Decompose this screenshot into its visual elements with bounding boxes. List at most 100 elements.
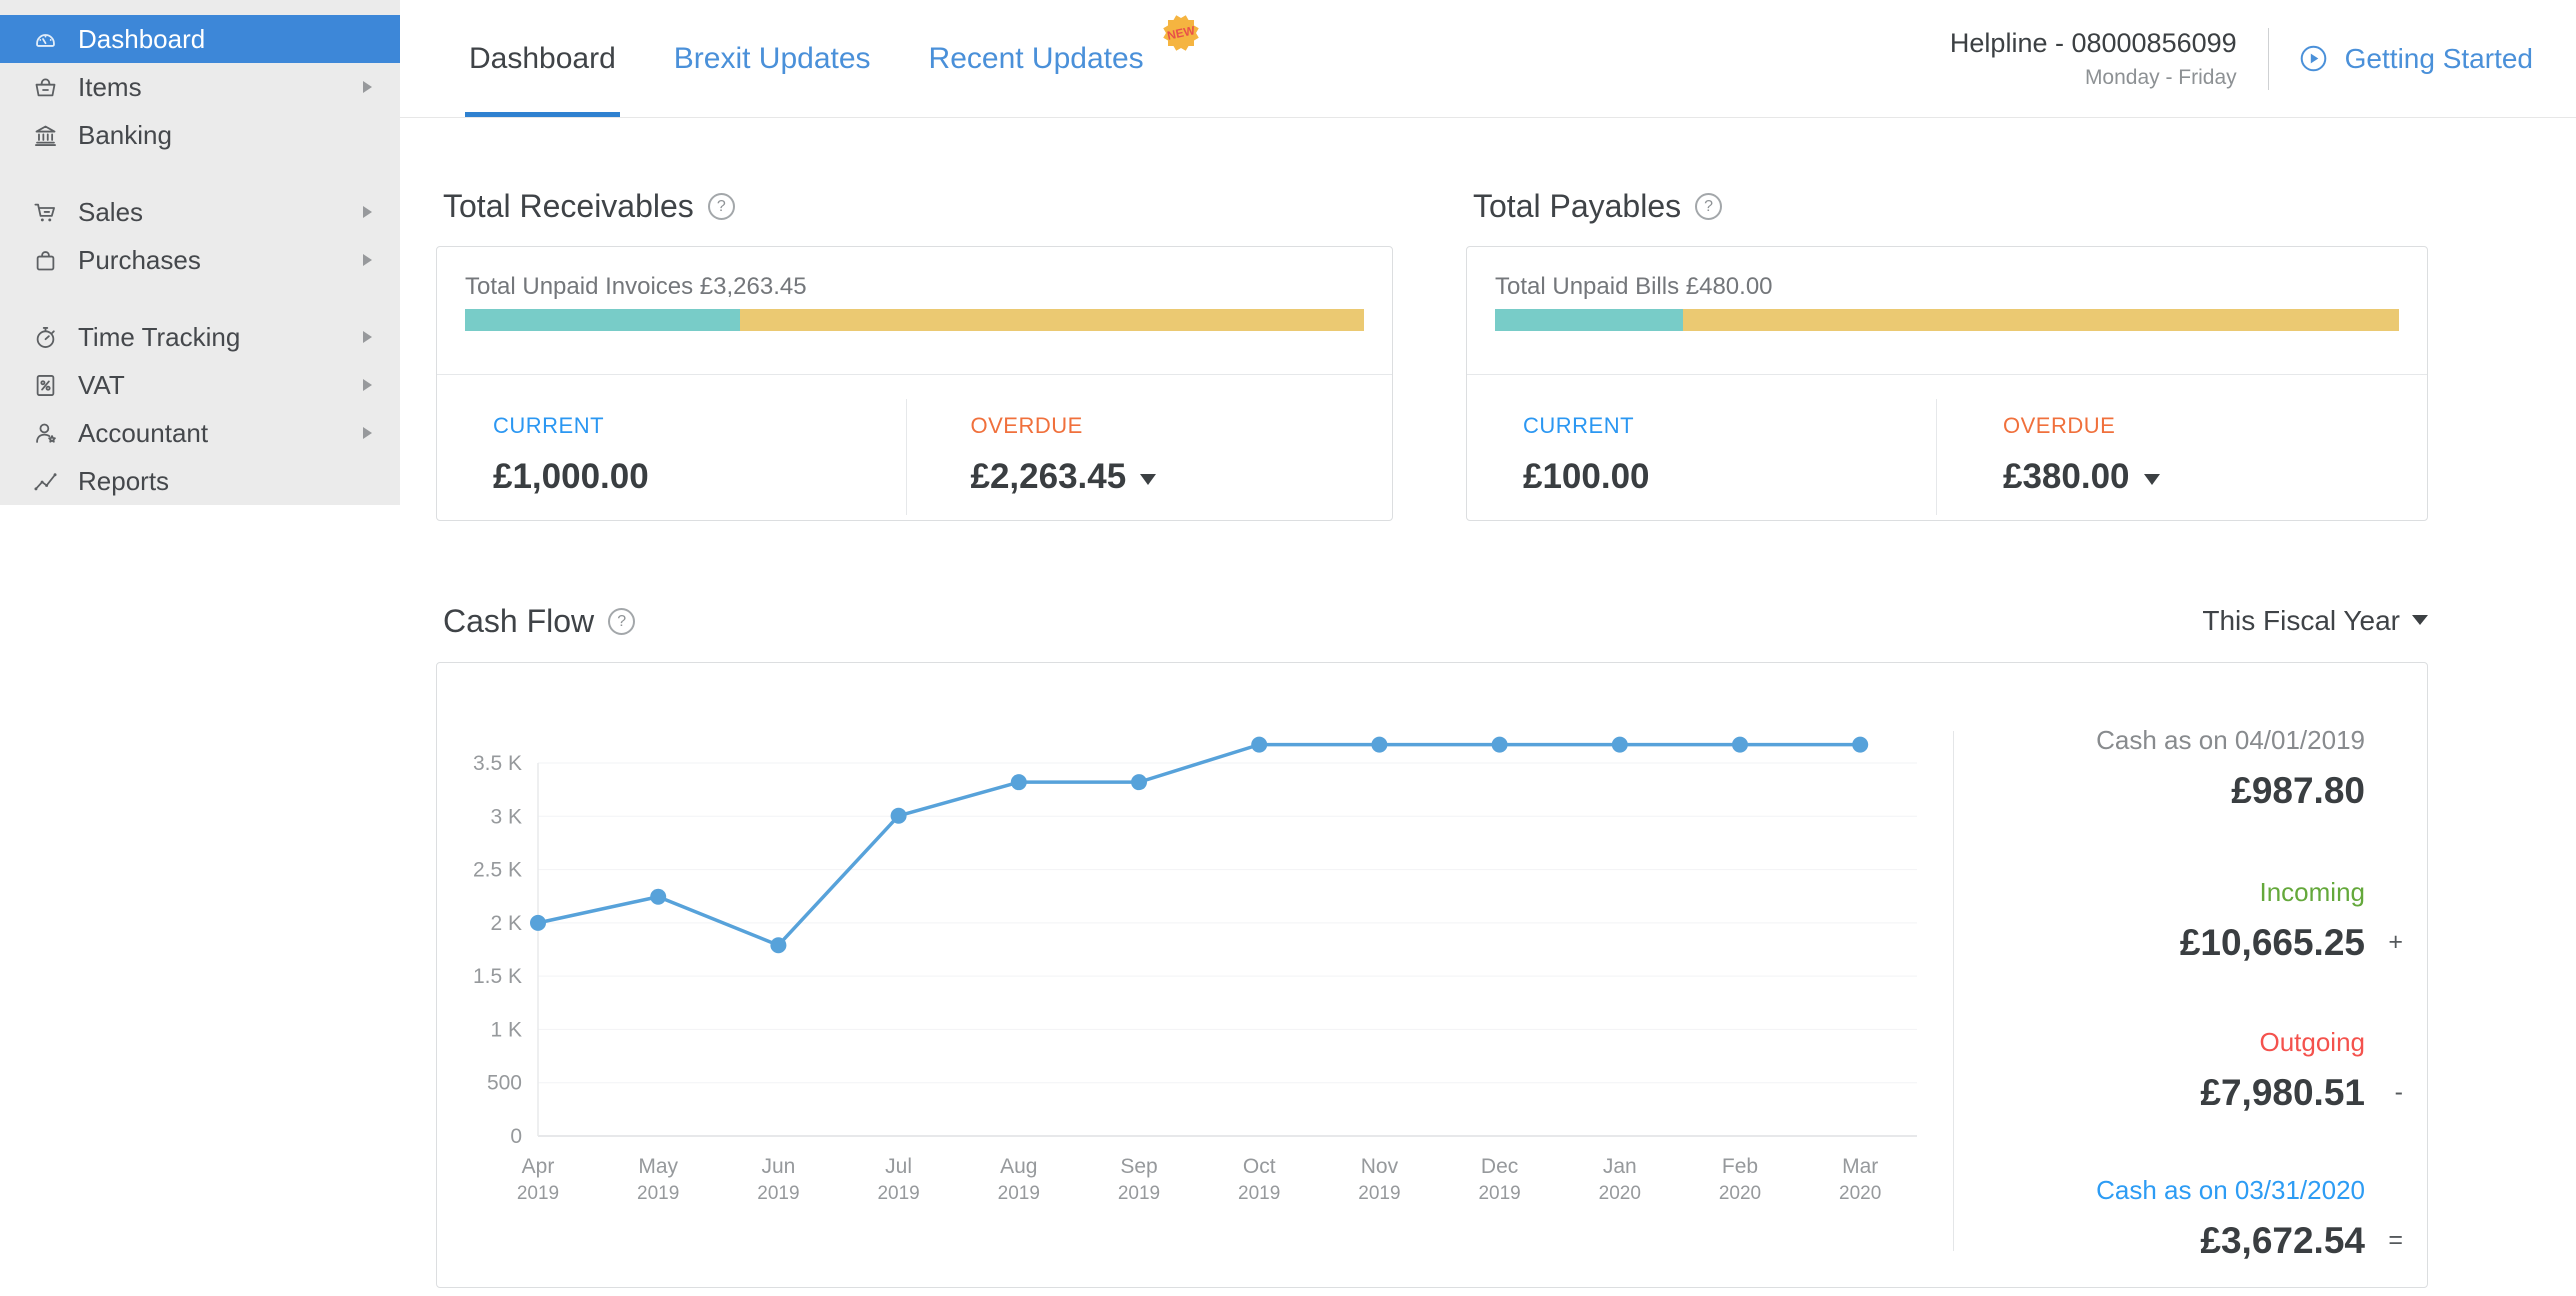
overdue-segment xyxy=(1683,309,2399,331)
summary-label: Cash as on 03/31/2020 xyxy=(2096,1175,2365,1205)
overdue-amount-dropdown[interactable]: £2,263.45 xyxy=(971,457,1393,497)
summary-entry-cash-as-on-04-01-2019: Cash as on 04/01/2019 £987.80 xyxy=(2096,725,2365,812)
tab-recent-updates[interactable]: Recent Updates NEW xyxy=(929,0,1199,117)
chart-point-apr-2019[interactable] xyxy=(530,914,546,931)
sidebar: Dashboard Items Banking Sales Purchases Time … xyxy=(0,0,400,505)
y-axis-tick: 1.5 K xyxy=(473,965,522,988)
cashflow-card: 0 500 1 K 1.5 K 2 K 2.5 K 3 K 3.5 K Apr 2019 May 20… xyxy=(436,662,2428,1288)
topbar-divider xyxy=(2267,27,2269,90)
cashflow-title: Cash Flow xyxy=(443,603,595,639)
current-segment xyxy=(1495,309,1684,331)
getting-started-link[interactable]: Getting Started xyxy=(2300,43,2533,75)
payables-progress-bar xyxy=(1495,309,2399,331)
chevron-right-icon xyxy=(363,206,372,218)
sidebar-item-label: VAT xyxy=(78,369,125,400)
receivables-title-row: Total Receivables ? xyxy=(443,188,735,225)
overdue-label: OVERDUE xyxy=(2003,413,2116,438)
fiscal-year-label: This Fiscal Year xyxy=(2202,605,2400,636)
overdue-label: OVERDUE xyxy=(970,413,1083,438)
current-column: CURRENT £1,000.00 xyxy=(437,375,915,520)
payables-title: Total Payables xyxy=(1473,188,1682,224)
sidebar-item-sales[interactable]: Sales xyxy=(0,188,400,236)
summary-operator: + xyxy=(2388,928,2403,956)
overdue-amount-dropdown[interactable]: £380.00 xyxy=(2003,457,2427,497)
cashflow-chart: 0 500 1 K 1.5 K 2 K 2.5 K 3 K 3.5 K Apr 2019 May 20… xyxy=(473,736,1917,1204)
overdue-column: OVERDUE £380.00 xyxy=(1947,375,2427,520)
topbar: Dashboard Brexit Updates Recent Updates NEW… xyxy=(400,0,2576,118)
sidebar-item-label: Sales xyxy=(78,196,144,227)
helpline-number: Helpline - 08000856099 xyxy=(1949,27,2237,58)
sidebar-item-banking[interactable]: Banking xyxy=(0,111,400,159)
tab-label: Brexit Updates xyxy=(673,41,871,75)
x-axis-tick: Jul 2019 xyxy=(877,1155,919,1204)
chevron-right-icon xyxy=(363,331,372,343)
sidebar-item-accountant[interactable]: Accountant xyxy=(0,409,400,457)
summary-operator: - xyxy=(2394,1078,2403,1106)
chart-point-nov-2019[interactable] xyxy=(1371,736,1388,753)
summary-entry-incoming: Incoming £10,665.25 + xyxy=(2179,877,2403,964)
card-divider xyxy=(437,374,1392,375)
summary-label: Cash as on 04/01/2019 xyxy=(2096,725,2365,755)
sidebar-item-vat[interactable]: VAT xyxy=(0,361,400,409)
summary-value: £3,672.54 = xyxy=(2200,1220,2403,1261)
chart-point-mar-2020[interactable] xyxy=(1852,736,1869,753)
sidebar-item-time-tracking[interactable]: Time Tracking xyxy=(0,313,400,361)
x-axis-tick: Jan 2020 xyxy=(1599,1155,1641,1204)
chart-point-oct-2019[interactable] xyxy=(1251,736,1268,753)
chart-point-may-2019[interactable] xyxy=(650,888,667,905)
fiscal-year-selector[interactable]: This Fiscal Year xyxy=(2202,605,2428,637)
new-badge-label: NEW xyxy=(1165,23,1196,43)
sidebar-item-dashboard[interactable]: Dashboard xyxy=(0,15,400,63)
chart-point-jun-2019[interactable] xyxy=(770,937,787,954)
chevron-down-icon xyxy=(1140,474,1157,485)
receivables-card: Total Unpaid Invoices £3,263.45 CURRENT … xyxy=(436,246,1393,521)
chart-point-feb-2020[interactable] xyxy=(1732,736,1748,753)
chevron-right-icon xyxy=(363,254,372,266)
chart-point-jul-2019[interactable] xyxy=(890,807,907,824)
main-content: Dashboard Brexit Updates Recent Updates NEW… xyxy=(400,0,2576,1296)
help-icon[interactable]: ? xyxy=(707,193,735,220)
receivables-title: Total Receivables xyxy=(443,188,694,224)
current-label: CURRENT xyxy=(493,413,605,438)
summary-value: £7,980.51- xyxy=(2200,1072,2403,1113)
current-column: CURRENT £100.00 xyxy=(1467,375,1947,520)
reports-icon xyxy=(32,468,59,495)
card-divider xyxy=(1467,374,2427,375)
chart-point-aug-2019[interactable] xyxy=(1010,774,1027,791)
y-axis-tick: 3.5 K xyxy=(473,752,522,775)
sidebar-item-reports[interactable]: Reports xyxy=(0,457,400,505)
card-column-divider xyxy=(906,399,907,515)
y-axis-tick: 0 xyxy=(510,1125,522,1148)
payables-columns: CURRENT £100.00 OVERDUE £380.00 xyxy=(1467,375,2427,520)
new-badge: NEW xyxy=(1162,14,1200,52)
summary-entry-cash-as-on-03-31-2020: Cash as on 03/31/2020 £3,672.54 = xyxy=(2096,1175,2403,1262)
summary-value: £10,665.25 + xyxy=(2179,922,2403,963)
receivables-columns: CURRENT £1,000.00 OVERDUE £2,263.45 xyxy=(437,375,1392,520)
y-axis-tick: 2 K xyxy=(490,912,522,935)
chart-point-dec-2019[interactable] xyxy=(1491,736,1508,753)
tab-brexit-updates[interactable]: Brexit Updates xyxy=(674,0,871,117)
chart-point-sep-2019[interactable] xyxy=(1131,774,1147,791)
x-axis-tick: Sep 2019 xyxy=(1118,1155,1160,1204)
sidebar-item-purchases[interactable]: Purchases xyxy=(0,236,400,284)
help-icon[interactable]: ? xyxy=(608,608,636,635)
topbar-right: Helpline - 08000856099 Monday - Friday G… xyxy=(1950,0,2533,117)
sidebar-item-items[interactable]: Items xyxy=(0,63,400,111)
chevron-right-icon xyxy=(363,379,372,391)
sidebar-item-label: Banking xyxy=(78,119,172,150)
bag-icon xyxy=(32,247,59,274)
chart-point-jan-2020[interactable] xyxy=(1611,736,1628,753)
y-axis-tick: 2.5 K xyxy=(473,859,522,882)
current-amount: £1,000.00 xyxy=(493,457,649,496)
card-column-divider xyxy=(1936,399,1937,515)
tab-dashboard[interactable]: Dashboard xyxy=(465,0,620,117)
summary-label: Outgoing xyxy=(2259,1027,2365,1057)
help-icon[interactable]: ? xyxy=(1695,193,1723,220)
chart-summary-divider xyxy=(1953,731,1954,1251)
chevron-right-icon xyxy=(363,81,372,93)
x-axis-tick: Jun 2019 xyxy=(757,1155,799,1204)
summary-entry-outgoing: Outgoing £7,980.51- xyxy=(2200,1027,2403,1114)
chevron-right-icon xyxy=(363,427,372,439)
accountant-icon xyxy=(32,420,59,447)
